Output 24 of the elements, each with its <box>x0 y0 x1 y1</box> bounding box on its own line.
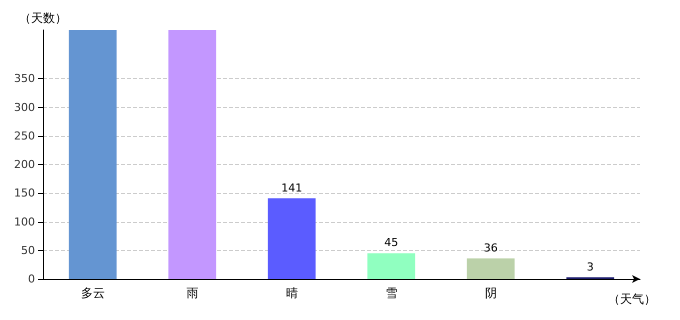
y-tick-label: 300 <box>14 100 35 114</box>
y-tick-label: 50 <box>21 244 35 257</box>
data-label: 36 <box>484 241 498 254</box>
x-tick-label: 雨 <box>186 286 198 300</box>
y-tick-label: 150 <box>14 186 35 200</box>
x-axis-title: （天气） <box>608 292 656 306</box>
y-axis-title: （天数） <box>19 11 67 25</box>
y-tick-label: 350 <box>14 72 35 86</box>
y-tick-label: 200 <box>14 158 35 172</box>
bar <box>168 30 216 279</box>
data-label: 141 <box>281 181 302 194</box>
bar <box>367 253 416 279</box>
data-label: 45 <box>384 236 398 250</box>
y-tick-label: 0 <box>28 272 35 286</box>
x-tick-label: 雪 <box>385 286 398 300</box>
bar <box>268 198 316 279</box>
bar <box>466 258 515 279</box>
x-tick-label: 多云 <box>80 286 105 300</box>
y-tick-label: 250 <box>14 129 35 142</box>
data-label: 3 <box>586 260 594 274</box>
bar <box>68 30 117 279</box>
x-tick-label: 晴 <box>286 286 298 300</box>
x-tick-label: 阴 <box>484 286 497 300</box>
y-tick-label: 100 <box>14 215 35 228</box>
